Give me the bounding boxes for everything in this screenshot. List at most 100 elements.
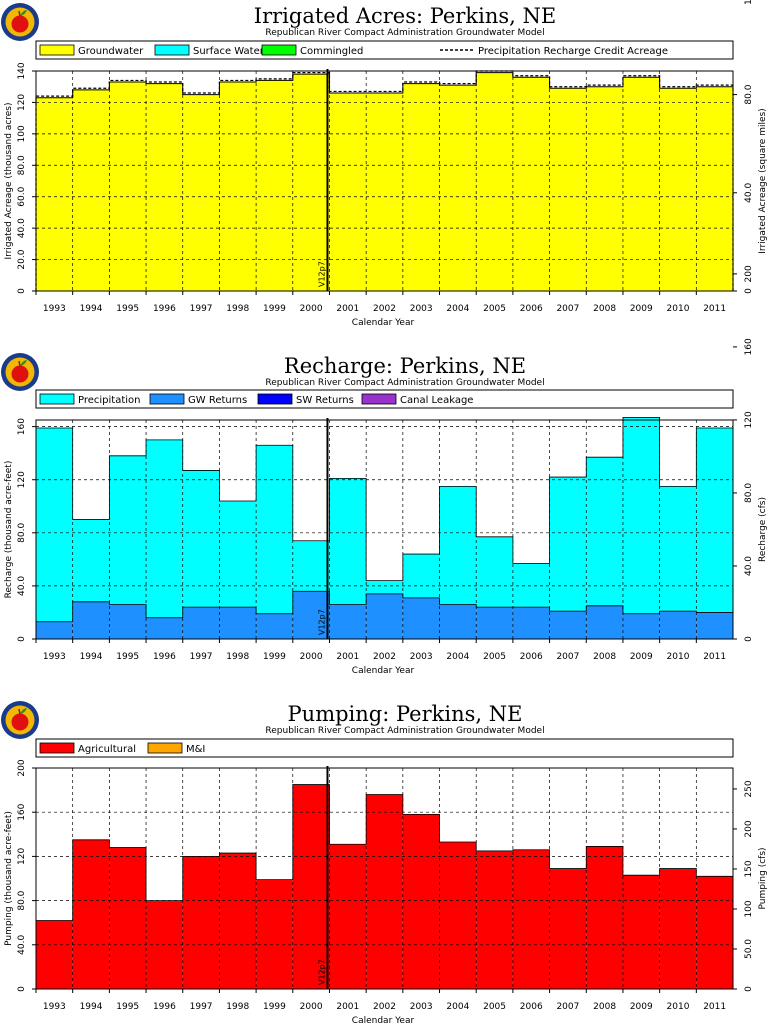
legend-label: GW Returns (188, 395, 247, 406)
x-tick-label: 1995 (116, 652, 139, 662)
x-tick-label: 1997 (190, 652, 213, 662)
bar-precipitation (549, 477, 587, 612)
y2-axis-label: Irrigated Acreage (square miles) (758, 108, 768, 253)
bar-groundwater (512, 77, 550, 292)
bar-groundwater (292, 74, 330, 292)
x-tick-label: 2002 (373, 304, 396, 314)
x-tick-label: 2009 (630, 1002, 653, 1012)
bar-gw-returns (219, 607, 257, 639)
bar-agricultural (549, 868, 587, 989)
x-tick-label: 2001 (336, 1002, 359, 1012)
y-axis-label: Irrigated Acreage (thousand acres) (4, 102, 14, 259)
legend-swatch (149, 393, 185, 405)
x-tick-label: 2006 (520, 652, 543, 662)
bar-gw-returns (146, 617, 183, 639)
y-tick-label: 80.0 (17, 523, 27, 543)
bar-gw-returns (329, 604, 367, 639)
x-tick-label: 2010 (667, 652, 690, 662)
x-axis-label: Calendar Year (352, 318, 415, 328)
bar-precipitation (72, 519, 110, 602)
bar-gw-returns (549, 611, 587, 639)
bar-groundwater (622, 77, 660, 292)
chart-title: Pumping: Perkins, NE (288, 702, 523, 726)
x-tick-label: 2006 (520, 304, 543, 314)
bar-groundwater (696, 86, 733, 291)
x-tick-label: 2011 (703, 652, 726, 662)
y-tick-label: 40.0 (17, 576, 27, 596)
y-tick-label: 40.0 (17, 218, 27, 238)
bar-outline (35, 784, 734, 989)
bar-precipitation (696, 427, 733, 613)
x-tick-label: 2000 (300, 1002, 323, 1012)
bar-groundwater (366, 93, 403, 291)
y2-tick-label: 40.0 (744, 182, 754, 202)
bar-agricultural (366, 794, 403, 989)
x-tick-label: 2000 (300, 652, 323, 662)
x-axis-label: Calendar Year (352, 1016, 415, 1024)
y2-axis-label: Recharge (cfs) (758, 497, 768, 562)
legend-label: Groundwater (78, 46, 144, 57)
apple-seal-logo (1, 3, 39, 41)
legend-box (35, 738, 734, 758)
bar-gw-returns (476, 607, 513, 639)
y2-tick-label: 100 (744, 900, 754, 917)
bar-agricultural (219, 853, 257, 989)
x-tick-label: 2002 (373, 652, 396, 662)
bar-precipitation (366, 580, 403, 594)
x-tick-label: 2002 (373, 1002, 396, 1012)
legend-item: GW Returns (149, 393, 247, 406)
x-tick-label: 2009 (630, 652, 653, 662)
chart-title: Recharge: Perkins, NE (284, 354, 526, 378)
bar-gw-returns (256, 613, 293, 639)
y2-tick-label: 160 (744, 338, 754, 355)
bar-precipitation (476, 536, 513, 608)
legend-item: Commingled (261, 44, 363, 57)
legend-item: Precipitation Recharge Credit Acreage (440, 46, 668, 57)
apple-seal-logo (1, 353, 39, 391)
bar-precipitation (439, 486, 477, 605)
bar-precipitation (622, 417, 660, 614)
bar-groundwater (182, 94, 220, 291)
x-tick-label: 2003 (410, 1002, 433, 1012)
bar-groundwater (402, 83, 440, 291)
model-version-label: V12p7 (317, 959, 326, 985)
x-tick-label: 1998 (226, 652, 249, 662)
x-tick-label: 2006 (520, 1002, 543, 1012)
x-tick-label: 1995 (116, 304, 139, 314)
y-tick-label: 140 (17, 62, 27, 79)
x-tick-label: 2004 (446, 652, 469, 662)
y-tick-label: 80.0 (17, 155, 27, 175)
y2-tick-label: 200 (744, 265, 754, 282)
bar-groundwater (109, 82, 147, 291)
bar-precipitation (329, 478, 367, 605)
bar-groundwater (549, 88, 587, 292)
bar-groundwater (659, 88, 697, 292)
x-tick-label: 2007 (556, 304, 579, 314)
y2-tick-label: 120 (744, 411, 754, 428)
legend-swatch (39, 742, 75, 754)
x-tick-label: 1995 (116, 1002, 139, 1012)
bar-gw-returns (109, 604, 147, 639)
legend-item: SW Returns (257, 393, 354, 406)
x-tick-label: 2007 (556, 652, 579, 662)
bar-precipitation (586, 457, 623, 606)
legend-label: SW Returns (296, 395, 354, 406)
x-tick-label: 2008 (593, 1002, 616, 1012)
legend-swatch (154, 44, 190, 56)
y-tick-label: 0 (17, 636, 27, 642)
bar-groundwater (256, 80, 293, 291)
bar-precipitation (36, 427, 73, 622)
bar-agricultural (476, 850, 513, 989)
legend-swatch (261, 44, 297, 56)
x-tick-label: 2010 (667, 1002, 690, 1012)
legend-item: Surface Water (154, 44, 265, 57)
x-tick-label: 2001 (336, 304, 359, 314)
x-tick-label: 1999 (263, 652, 286, 662)
legend-swatch (257, 393, 293, 405)
bar-agricultural (586, 846, 623, 989)
legend-item: Agricultural (39, 742, 136, 755)
y2-tick-label: 200 (744, 820, 754, 837)
bar-agricultural (402, 814, 440, 989)
bar-groundwater (36, 97, 73, 291)
